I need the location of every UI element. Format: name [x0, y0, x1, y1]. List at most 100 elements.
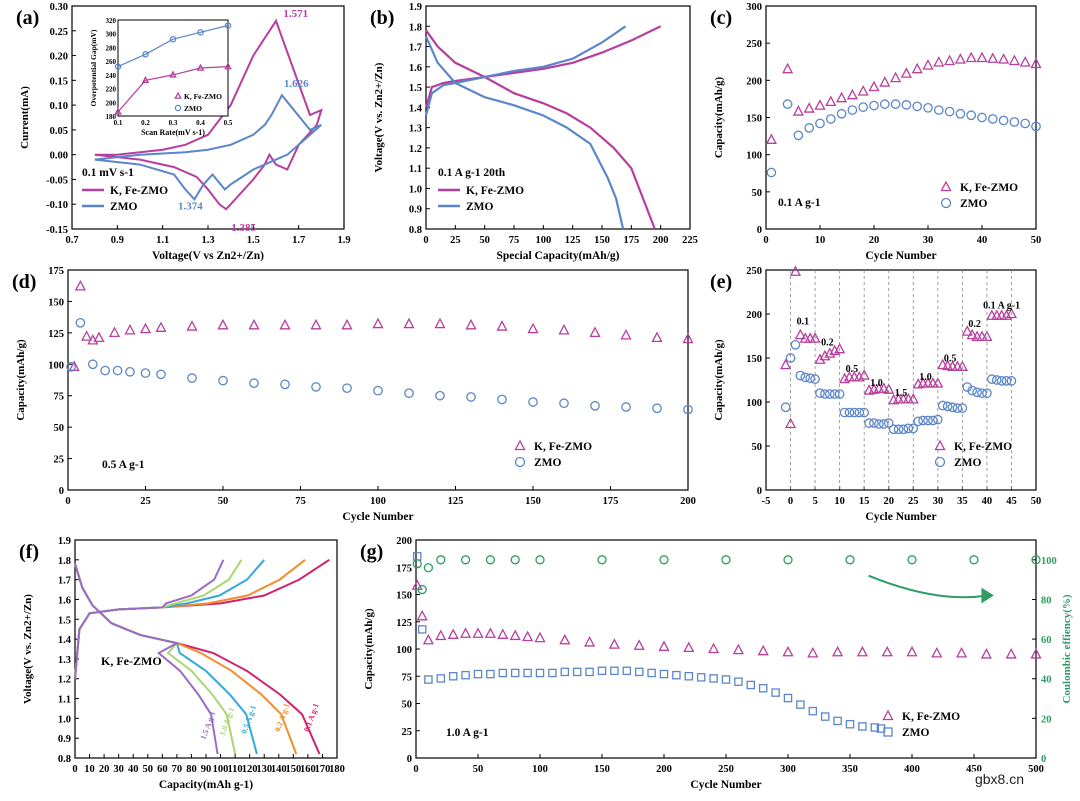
x-axis-label: Voltage(V vs Zn2+/Zn): [152, 250, 264, 262]
data-point-circle: [805, 373, 816, 384]
data-point-triangle: [825, 95, 837, 107]
x-tick-label: 350: [842, 764, 858, 775]
data-point-circle: [311, 382, 321, 392]
data-point-circle: [174, 104, 182, 112]
data-point-triangle: [890, 71, 902, 83]
data-point-circle: [485, 555, 496, 565]
data-point-circle: [888, 424, 899, 435]
peak-annotation: 1.385: [231, 222, 256, 234]
rate-curve-charge: [74, 559, 225, 679]
inset-y-tick-label: 240: [106, 72, 117, 80]
y-tick-label: 125: [48, 329, 64, 340]
x-tick-label: 180: [329, 764, 345, 775]
data-point-circle: [937, 400, 948, 411]
y2-tick-label: 60: [1041, 635, 1052, 646]
data-point-triangle: [124, 323, 136, 335]
data-point-circle: [864, 418, 874, 428]
y-tick-label: 150: [746, 114, 762, 125]
data-point-circle: [75, 317, 86, 328]
y-tick-label: 250: [746, 39, 762, 50]
y-tick-label: -0.10: [46, 200, 68, 211]
data-point-triangle: [186, 320, 198, 331]
data-point-triangle: [651, 331, 663, 343]
data-point-circle: [218, 375, 228, 386]
data-point-circle: [683, 404, 693, 415]
y-tick-label: 0.8: [58, 754, 71, 765]
data-point-circle: [156, 369, 166, 380]
legend-label: K, Fe-ZMO: [534, 441, 592, 453]
data-point-triangle: [460, 627, 472, 638]
data-point-triangle: [878, 382, 890, 393]
legend-label: ZMO: [466, 201, 494, 213]
cv-curve: [94, 18, 323, 211]
x-tick-label: 30: [933, 496, 944, 507]
data-point-triangle: [932, 377, 944, 388]
x-tick-label: -5: [762, 496, 771, 507]
data-point-triangle: [683, 641, 695, 653]
y-tick-label: 50: [402, 700, 413, 711]
panel-e-axes: -5 0 5 10 15 20 25 30 35 40 45 50050100150200250Cyc…: [710, 265, 1041, 523]
x-tick-label: 15: [859, 496, 870, 507]
data-point-circle: [249, 378, 259, 388]
data-point-triangle: [819, 349, 831, 361]
data-point-square: [758, 683, 768, 693]
y-tick-label: 25: [54, 455, 65, 466]
data-point-circle: [858, 102, 869, 112]
x-tick-label: 10: [834, 496, 845, 507]
data-point-circle: [874, 419, 884, 429]
data-point-triangle: [782, 645, 794, 657]
data-point-triangle: [782, 62, 794, 74]
condition-label: 1.0 A g-1: [446, 727, 489, 739]
data-point-triangle: [620, 328, 632, 340]
data-point-circle: [940, 197, 952, 209]
inset-x-label: Scan Rate(mV s-1): [141, 128, 205, 137]
data-point-square: [436, 674, 446, 683]
data-point-triangle: [472, 627, 484, 638]
data-point-circle: [224, 22, 232, 29]
y-tick-label: -0.05: [46, 175, 68, 186]
data-point-triangle: [534, 631, 546, 643]
data-point-square: [610, 666, 619, 676]
data-point-square: [486, 669, 495, 679]
data-point-circle: [918, 415, 928, 426]
data-point-circle: [898, 424, 909, 435]
data-point-circle: [187, 373, 197, 383]
data-point-triangle: [981, 330, 993, 342]
inset-x-tick-label: 0.1: [114, 119, 123, 127]
data-point-triangle: [403, 317, 415, 329]
data-point-triangle: [114, 107, 122, 115]
y-tick-label: 100: [746, 398, 762, 409]
x-tick-label: 150: [285, 764, 301, 775]
data-point-triangle: [834, 342, 846, 354]
data-point-circle: [652, 403, 662, 414]
peak-annotation: 1.626: [284, 78, 309, 90]
inset-y-tick-label: 280: [106, 44, 117, 52]
y-tick-label: 0: [757, 486, 762, 497]
data-point-circle: [1009, 117, 1020, 127]
y-tick-label: 175: [48, 266, 64, 277]
x-tick-label: 20: [883, 496, 894, 507]
panel-label: (b): [370, 7, 394, 29]
condition-label: 0.5 A g-1: [102, 459, 145, 471]
data-point-triangle: [956, 646, 968, 658]
data-point-circle: [879, 99, 890, 109]
y-tick-label: 1.7: [58, 576, 71, 587]
data-point-circle: [1001, 376, 1012, 386]
data-point-square: [572, 667, 582, 677]
data-point-triangle: [174, 91, 182, 99]
data-point-triangle: [807, 646, 819, 658]
y-tick-label: 1.6: [58, 595, 71, 606]
rate-label: 0.5: [846, 364, 859, 375]
y-tick-label: 1.6: [409, 63, 422, 74]
x-tick-label: 1.7: [292, 235, 305, 246]
data-point-circle: [987, 114, 998, 124]
condition-label: 0.1 mV s-1: [82, 167, 134, 179]
data-point-circle: [854, 407, 865, 418]
data-point-circle: [780, 402, 791, 413]
data-point-triangle: [496, 320, 508, 331]
data-point-triangle: [217, 318, 229, 330]
y-tick-label: 0.15: [50, 76, 68, 87]
panel-label: (c): [710, 7, 732, 29]
data-point-triangle: [856, 645, 868, 657]
legend-label: ZMO: [954, 457, 982, 469]
